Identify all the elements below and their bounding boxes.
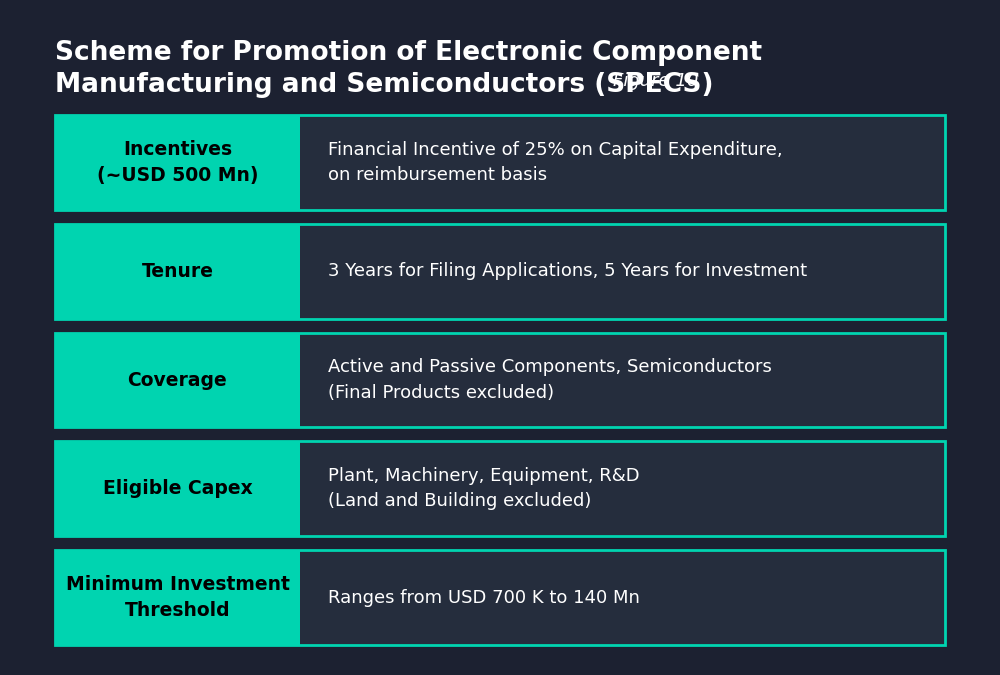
Bar bbox=[55, 224, 300, 319]
Bar bbox=[300, 333, 945, 427]
Bar bbox=[55, 115, 945, 210]
Bar bbox=[300, 550, 945, 645]
Bar bbox=[300, 224, 945, 319]
Text: Scheme for Promotion of Electronic Component: Scheme for Promotion of Electronic Compo… bbox=[55, 40, 762, 66]
Text: Coverage: Coverage bbox=[128, 371, 227, 389]
Bar bbox=[55, 550, 945, 645]
Text: Minimum Investment
Threshold: Minimum Investment Threshold bbox=[66, 575, 289, 620]
Text: Figure 10: Figure 10 bbox=[613, 72, 698, 90]
Text: Tenure: Tenure bbox=[142, 262, 214, 281]
Text: 3 Years for Filing Applications, 5 Years for Investment: 3 Years for Filing Applications, 5 Years… bbox=[328, 262, 807, 280]
Bar bbox=[55, 224, 945, 319]
Text: Financial Incentive of 25% on Capital Expenditure,
on reimbursement basis: Financial Incentive of 25% on Capital Ex… bbox=[328, 141, 783, 184]
Bar bbox=[55, 333, 945, 427]
Bar bbox=[55, 115, 300, 210]
Text: Eligible Capex: Eligible Capex bbox=[103, 479, 252, 498]
Text: Active and Passive Components, Semiconductors
(Final Products excluded): Active and Passive Components, Semicondu… bbox=[328, 358, 772, 402]
Text: Plant, Machinery, Equipment, R&D
(Land and Building excluded): Plant, Machinery, Equipment, R&D (Land a… bbox=[328, 467, 640, 510]
Bar bbox=[55, 333, 300, 427]
Text: Incentives
(~USD 500 Mn): Incentives (~USD 500 Mn) bbox=[97, 140, 258, 185]
Bar bbox=[55, 550, 300, 645]
Bar bbox=[300, 441, 945, 536]
Bar bbox=[300, 115, 945, 210]
Text: Manufacturing and Semiconductors (SPECS): Manufacturing and Semiconductors (SPECS) bbox=[55, 72, 714, 98]
Text: Ranges from USD 700 K to 140 Mn: Ranges from USD 700 K to 140 Mn bbox=[328, 589, 640, 607]
Bar bbox=[55, 441, 945, 536]
Bar bbox=[55, 441, 300, 536]
